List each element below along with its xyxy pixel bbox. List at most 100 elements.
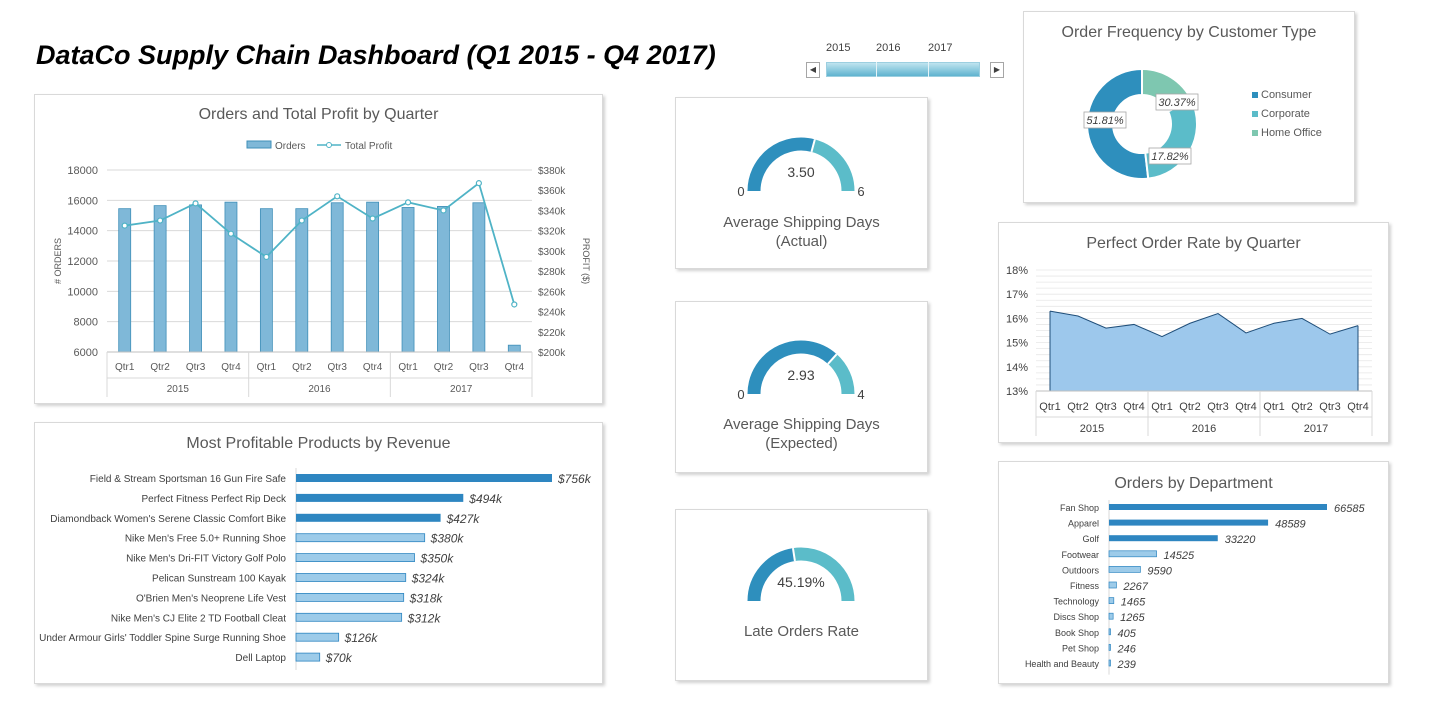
bar-orders — [260, 209, 272, 352]
data-label: 48589 — [1275, 519, 1306, 531]
data-label: $756k — [557, 472, 592, 486]
department-label: Discs Shop — [1053, 612, 1099, 622]
y-tick-label: 10000 — [67, 286, 98, 298]
y-axis-title: # ORDERS — [53, 238, 63, 284]
profit-point — [370, 216, 375, 221]
y2-tick-label: $360k — [538, 186, 566, 197]
legend-label: Consumer — [1261, 89, 1312, 101]
data-label: $494k — [468, 492, 503, 506]
x-tick-label: Qtr3 — [1319, 401, 1340, 413]
data-label: $126k — [344, 631, 379, 645]
bar-orders — [437, 206, 449, 352]
product-label: Under Armour Girls' Toddler Spine Surge … — [39, 633, 286, 644]
x-tick-label: Qtr4 — [505, 362, 525, 373]
x-tick-label: Qtr4 — [1347, 401, 1368, 413]
bar-department — [1109, 613, 1113, 619]
gauge-min-label: 0 — [737, 387, 744, 402]
profit-point — [122, 223, 127, 228]
x-tick-label: Qtr2 — [1179, 401, 1200, 413]
bar-orders — [296, 209, 308, 352]
product-label: Nike Men's Free 5.0+ Running Shoe — [125, 534, 287, 545]
bar-product — [296, 633, 339, 641]
x-tick-label: Qtr2 — [1291, 401, 1312, 413]
bar-product — [296, 574, 406, 582]
slicer-year-2015[interactable]: 2015 — [826, 42, 850, 54]
group-label: 2016 — [1192, 423, 1216, 435]
y-tick-label: 14000 — [67, 226, 98, 238]
bar-orders — [331, 203, 343, 352]
x-tick-label: Qtr3 — [1095, 401, 1116, 413]
x-tick-label: Qtr3 — [186, 362, 206, 373]
slicer-right-arrow-icon[interactable]: ▶ — [990, 62, 1004, 78]
department-label: Book Shop — [1055, 628, 1099, 638]
legend-swatch — [1252, 130, 1258, 136]
legend-label: Corporate — [1261, 108, 1310, 120]
x-tick-label: Qtr4 — [1235, 401, 1256, 413]
y2-tick-label: $320k — [538, 227, 566, 238]
profit-point — [406, 200, 411, 205]
data-label: 17.82% — [1151, 151, 1189, 163]
product-label: O'Brien Men's Neoprene Life Vest — [136, 593, 286, 604]
year-timeline-slicer[interactable]: 2015 2016 2017 ◀ ▶ — [806, 42, 1004, 82]
x-tick-label: Qtr1 — [257, 362, 277, 373]
orders-by-department-card: Orders by Department Fan Shop 66585 Appare… — [998, 461, 1389, 684]
data-label: $350k — [420, 552, 455, 566]
department-label: Fitness — [1070, 581, 1100, 591]
slicer-selection-bar[interactable] — [826, 62, 980, 77]
bar-product — [296, 554, 415, 562]
data-label: 9590 — [1147, 565, 1172, 577]
group-label: 2017 — [1304, 423, 1328, 435]
department-label: Apparel — [1068, 519, 1099, 529]
bar-orders — [190, 205, 202, 352]
product-label: Field & Stream Sportsman 16 Gun Fire Saf… — [90, 474, 287, 485]
y-tick-label: 14% — [1006, 362, 1028, 374]
group-label: 2015 — [1080, 423, 1104, 435]
bar-orders — [367, 202, 379, 352]
gauge-label-line2: (Expected) — [676, 434, 927, 453]
x-tick-label: Qtr4 — [1123, 401, 1144, 413]
department-label: Footwear — [1061, 550, 1099, 560]
slicer-year-2017[interactable]: 2017 — [928, 42, 952, 54]
gauge-max-label: 4 — [857, 387, 864, 402]
department-label: Health and Beauty — [1025, 659, 1100, 669]
bar-orders — [225, 202, 237, 352]
department-label: Outdoors — [1062, 565, 1100, 575]
orders-profit-chart-card: Orders and Total Profit by Quarter Order… — [34, 94, 603, 404]
product-label: Diamondback Women's Serene Classic Comfo… — [50, 514, 286, 525]
x-tick-label: Qtr2 — [434, 362, 454, 373]
y2-axis-title: PROFIT ($) — [581, 238, 591, 284]
slicer-left-arrow-icon[interactable]: ◀ — [806, 62, 820, 78]
bar-product — [296, 474, 552, 482]
gauge-label-line1: Average Shipping Days — [676, 213, 927, 232]
product-label: Pelican Sunstream 100 Kayak — [152, 574, 287, 585]
gauge-min-label: 0 — [737, 184, 744, 199]
y-tick-label: 17% — [1006, 289, 1028, 301]
y-tick-label: 6000 — [74, 347, 98, 359]
x-tick-label: Qtr3 — [469, 362, 489, 373]
bar-department — [1109, 520, 1268, 526]
data-label: 30.37% — [1158, 97, 1196, 109]
gauge-value-label: 2.93 — [787, 367, 814, 383]
orders-by-department-chart: Fan Shop 66585 Apparel 48589 Golf 33220 Footwe… — [999, 462, 1388, 683]
legend-orders-swatch — [247, 141, 271, 148]
bar-orders — [119, 209, 131, 352]
group-label: 2017 — [450, 384, 473, 395]
bar-department — [1109, 598, 1114, 604]
bar-department — [1109, 566, 1140, 572]
bar-product — [296, 613, 402, 621]
x-tick-label: Qtr1 — [115, 362, 135, 373]
y2-tick-label: $380k — [538, 166, 566, 177]
product-label: Perfect Fitness Perfect Rip Deck — [142, 494, 287, 505]
x-tick-label: Qtr4 — [363, 362, 383, 373]
customer-type-donut-chart: 51.81% 30.37% 17.82% Consumer Corporate Home … — [1024, 12, 1354, 202]
y-tick-label: 18000 — [67, 165, 98, 177]
x-tick-label: Qtr2 — [292, 362, 312, 373]
gauge-label-line1: Late Orders Rate — [676, 622, 927, 641]
legend-orders-label: Orders — [275, 141, 306, 152]
x-tick-label: Qtr1 — [1151, 401, 1172, 413]
bar-orders — [508, 345, 520, 352]
slicer-year-2016[interactable]: 2016 — [876, 42, 900, 54]
data-label: 51.81% — [1086, 115, 1124, 127]
y2-tick-label: $260k — [538, 287, 566, 298]
legend-label: Home Office — [1261, 127, 1322, 139]
